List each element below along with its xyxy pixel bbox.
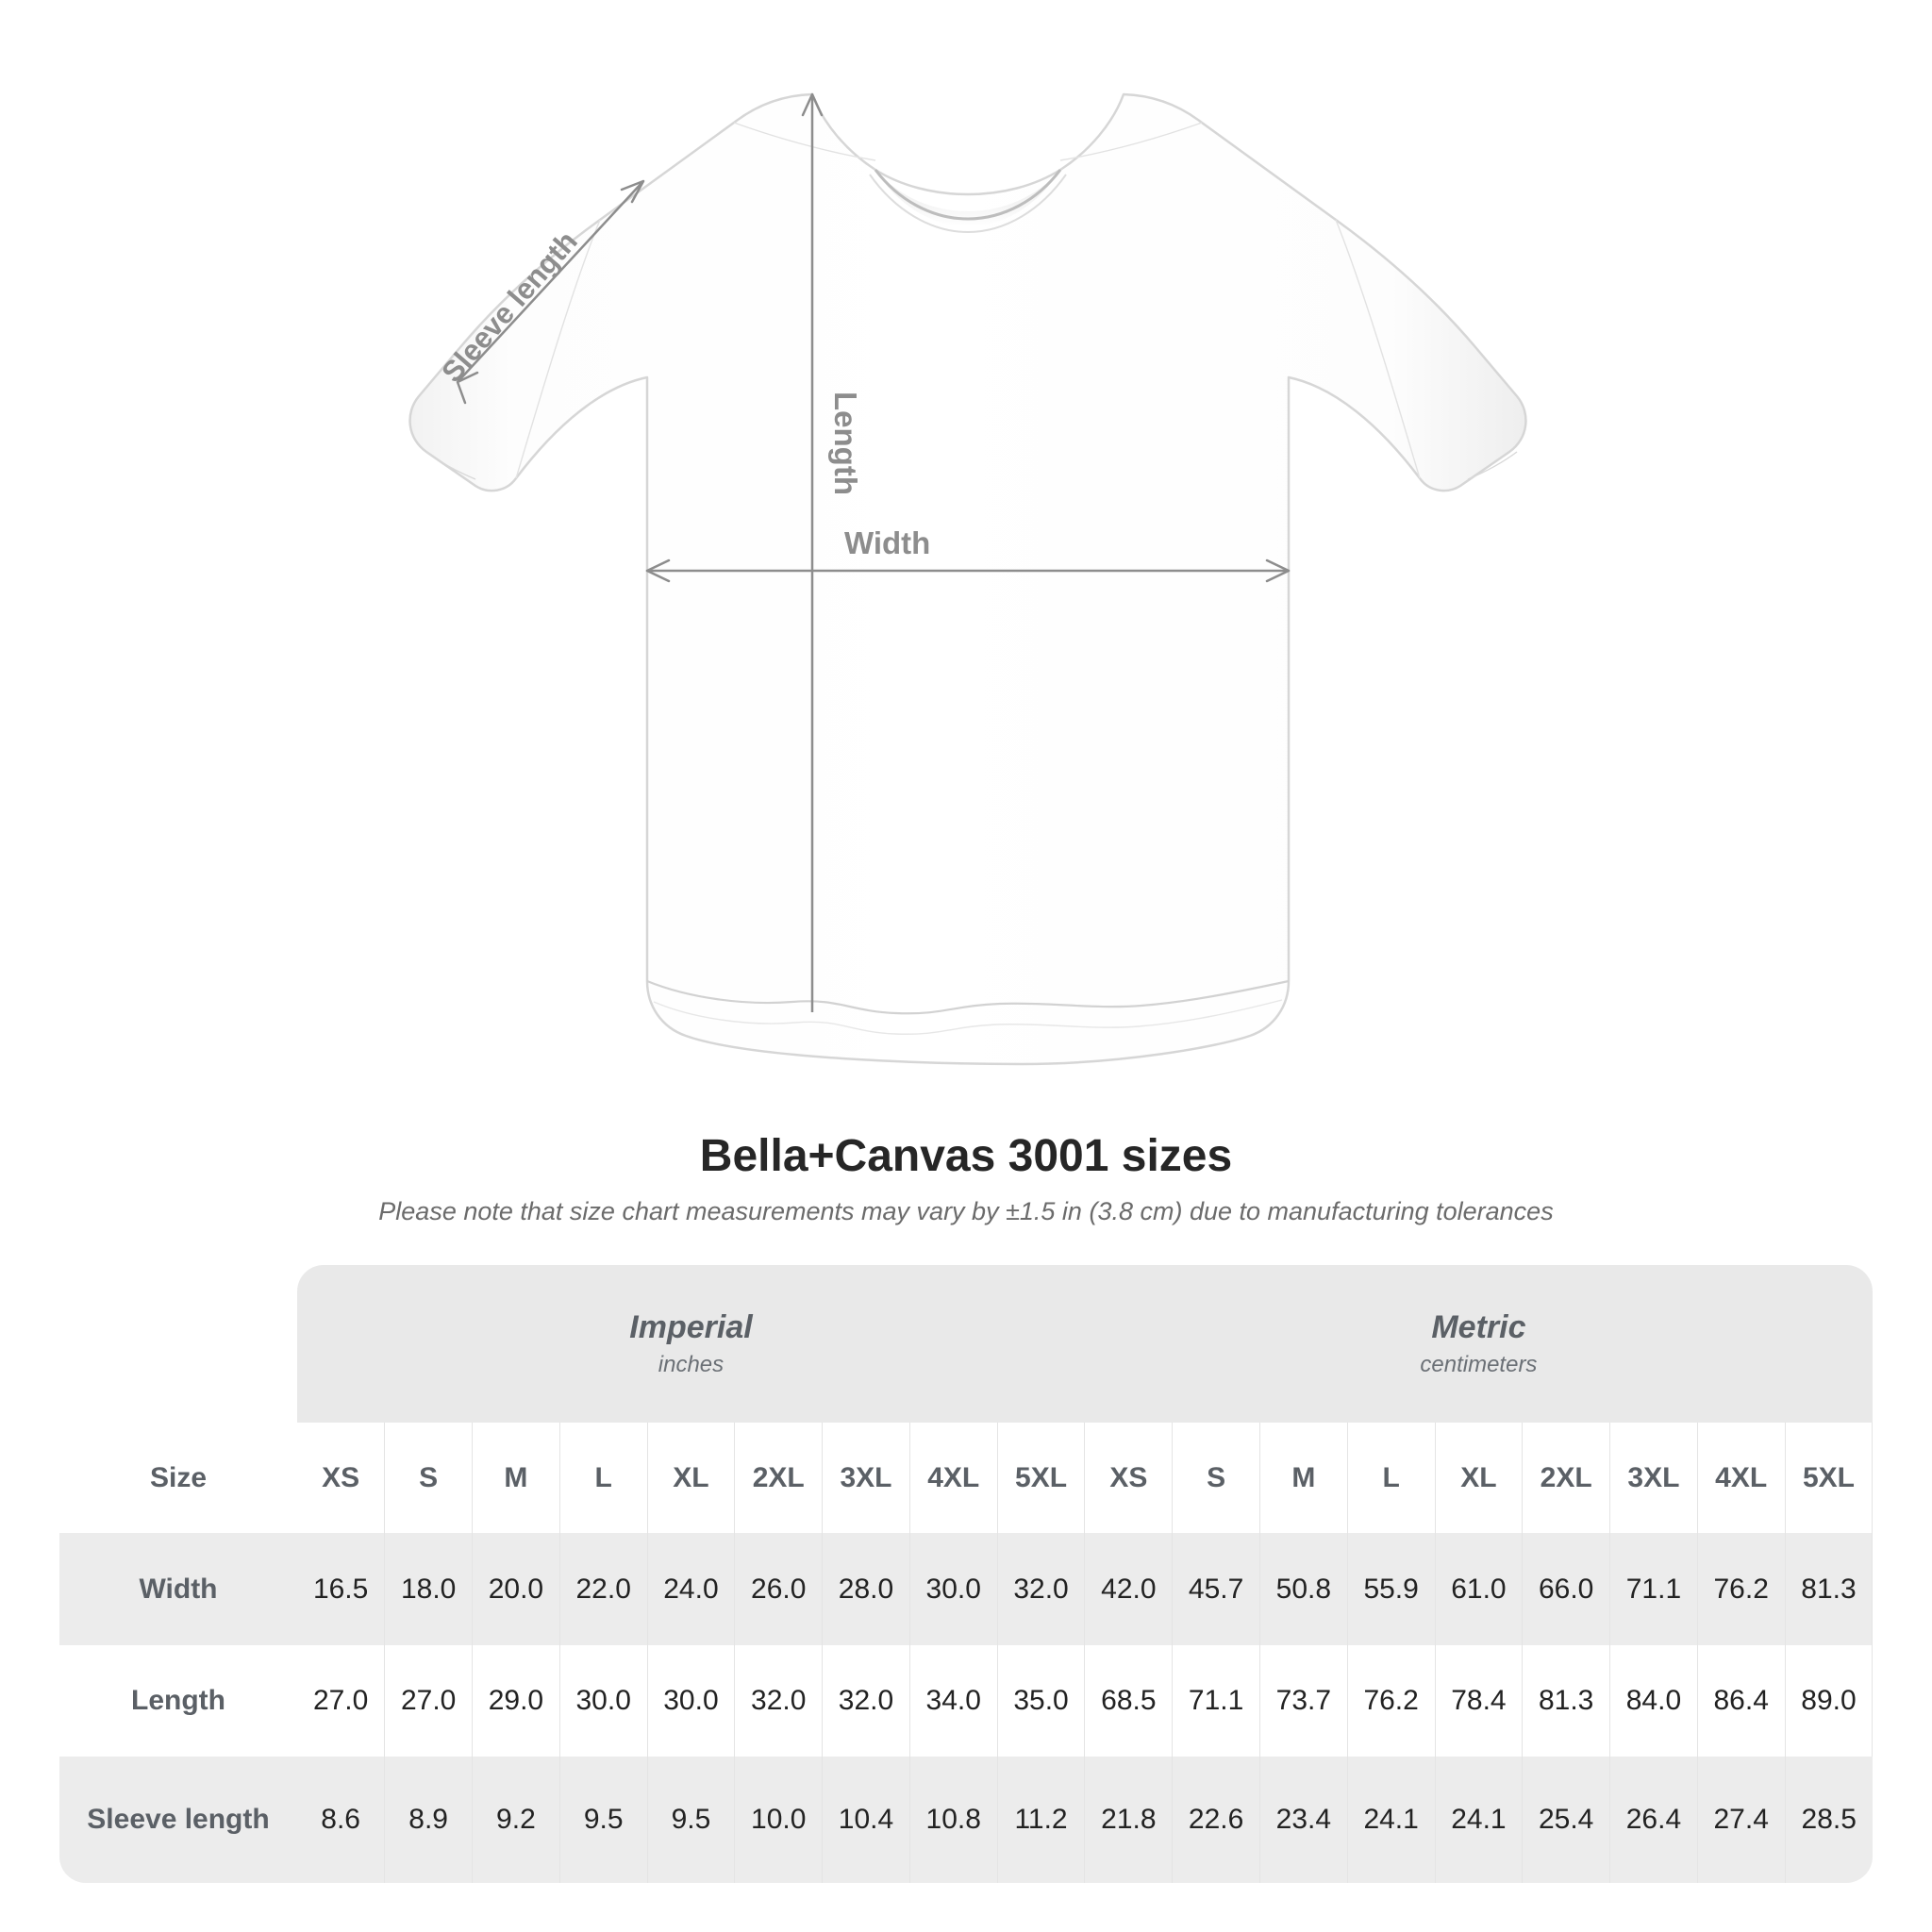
svg-text:Length: Length [828, 391, 863, 495]
svg-text:Width: Width [844, 525, 930, 560]
svg-text:Sleeve length: Sleeve length [435, 225, 584, 389]
